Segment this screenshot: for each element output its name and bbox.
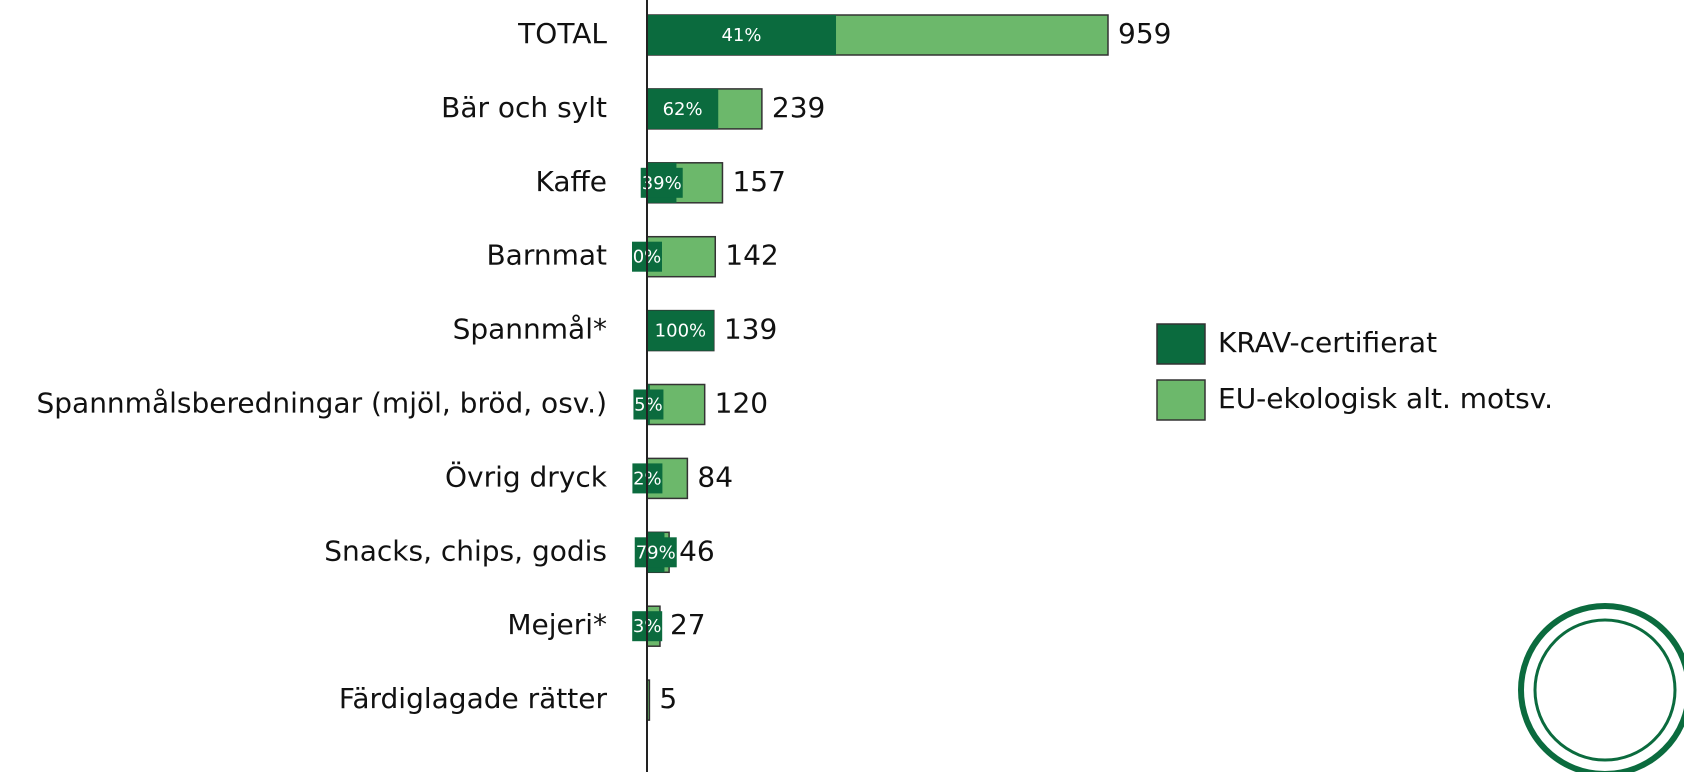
category-label: Kaffe bbox=[535, 165, 607, 198]
value-label: 62% bbox=[663, 99, 703, 120]
value-label: 79% bbox=[636, 542, 676, 563]
total-label: 959 bbox=[1118, 17, 1171, 50]
category-label: Spannmålsberedningar (mjöl, bröd, osv.) bbox=[36, 387, 607, 420]
category-label: Snacks, chips, godis bbox=[324, 534, 607, 567]
category-label: Mejeri* bbox=[507, 608, 607, 641]
category-label: Spannmål* bbox=[453, 313, 607, 346]
total-label: 120 bbox=[715, 387, 768, 420]
bar-segment bbox=[647, 310, 714, 351]
total-label: 142 bbox=[725, 239, 778, 272]
krav-logo bbox=[1518, 603, 1684, 772]
total-label: 139 bbox=[724, 313, 777, 346]
value-label: 39% bbox=[642, 173, 682, 194]
value-label: 5% bbox=[634, 395, 663, 416]
total-label: 27 bbox=[670, 608, 706, 641]
legend-label: EU-ekologisk alt. motsv. bbox=[1218, 382, 1553, 415]
total-label: 5 bbox=[659, 682, 677, 715]
category-label: TOTAL bbox=[517, 17, 607, 50]
value-label: 100% bbox=[655, 321, 706, 342]
label-box bbox=[634, 537, 677, 568]
total-label: 84 bbox=[697, 460, 733, 493]
bar-segment bbox=[647, 15, 837, 55]
legend-label: KRAV-certifierat bbox=[1218, 326, 1437, 359]
legend-swatch bbox=[1156, 323, 1206, 365]
total-label: 46 bbox=[679, 534, 715, 567]
category-label: Färdiglagade rätter bbox=[339, 682, 608, 715]
total-label: 157 bbox=[732, 165, 785, 198]
logo-ring bbox=[1518, 603, 1684, 772]
total-label: 239 bbox=[772, 91, 825, 124]
category-label: Bär och sylt bbox=[441, 91, 607, 124]
category-label: Övrig dryck bbox=[445, 459, 608, 493]
label-box bbox=[633, 389, 664, 420]
bar-segment bbox=[647, 88, 719, 129]
category-label: Barnmat bbox=[486, 239, 607, 272]
logo-ring bbox=[1533, 618, 1677, 762]
legend-swatch bbox=[1156, 379, 1206, 421]
value-label: 41% bbox=[721, 25, 761, 46]
